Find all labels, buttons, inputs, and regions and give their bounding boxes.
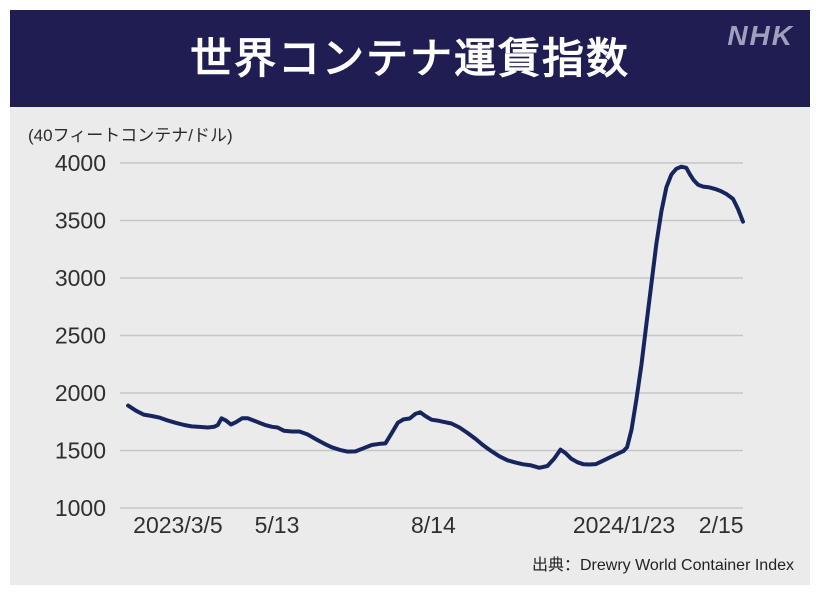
- source-label: 出典：Drewry World Container Index: [531, 557, 794, 574]
- chart-panel: (40フィートコンテナ/ドル) 1000 1500 2000 2500 3000 3500…: [10, 107, 810, 585]
- x-tick-2024/1/23: 2024/1/23: [573, 512, 675, 538]
- nhk-logo: NHK: [727, 20, 794, 51]
- line-chart: 1000 1500 2000 2500 3000 3500 4000 2023/3/5 5/13…: [55, 150, 745, 538]
- y-tick-2000: 2000: [55, 380, 106, 406]
- page-title: 世界コンテナ運賃指数: [189, 34, 630, 82]
- y-tick-4000: 4000: [55, 150, 106, 176]
- x-tick-8/14: 8/14: [411, 512, 456, 538]
- y-tick-3000: 3000: [55, 265, 106, 291]
- y-tick-1000: 1000: [55, 495, 106, 521]
- x-tick-2/15: 2/15: [699, 512, 744, 538]
- y-axis-unit-label: (40フィートコンテナ/ドル): [28, 126, 233, 145]
- y-tick-1500: 1500: [55, 438, 106, 464]
- x-tick-5/13: 5/13: [255, 512, 300, 538]
- series-line: [126, 164, 745, 470]
- x-tick-2023/3/5: 2023/3/5: [133, 512, 223, 538]
- y-tick-3500: 3500: [55, 208, 106, 234]
- header-bar: 世界コンテナ運賃指数 NHK: [10, 10, 810, 107]
- y-tick-2500: 2500: [55, 323, 106, 349]
